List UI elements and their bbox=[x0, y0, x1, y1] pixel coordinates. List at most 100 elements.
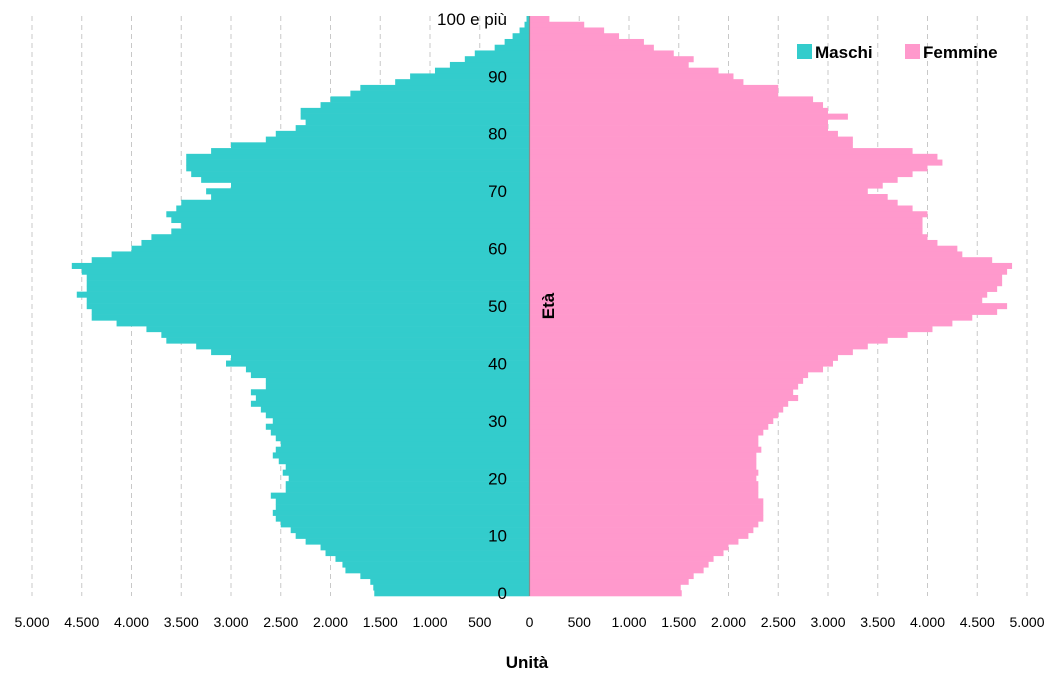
legend-swatch-maschi bbox=[797, 44, 812, 59]
bar-maschi-age-59 bbox=[111, 251, 530, 258]
x-tick-label: 4.000 bbox=[114, 614, 149, 630]
bar-maschi-age-42 bbox=[211, 349, 530, 356]
bar-maschi-age-23 bbox=[278, 458, 530, 465]
x-tick-label: 3.500 bbox=[860, 614, 895, 630]
bar-femmine-age-56 bbox=[529, 268, 1008, 275]
bar-femmine-age-53 bbox=[529, 285, 998, 292]
bar-femmine-age-49 bbox=[529, 308, 998, 315]
bar-femmine-age-85 bbox=[529, 102, 824, 109]
bar-maschi-age-99 bbox=[524, 21, 530, 28]
bar-femmine-age-47 bbox=[529, 320, 953, 327]
bar-femmine-age-58 bbox=[529, 257, 993, 264]
y-tick-label: 80 bbox=[488, 125, 507, 144]
bar-femmine-age-9 bbox=[529, 538, 739, 545]
bar-femmine-age-22 bbox=[529, 463, 757, 470]
bar-maschi-age-84 bbox=[300, 107, 530, 114]
bar-maschi-age-74 bbox=[186, 165, 530, 172]
series-maschi bbox=[71, 16, 530, 597]
bar-femmine-age-2 bbox=[529, 578, 689, 585]
x-tick-label: 2.500 bbox=[761, 614, 796, 630]
bar-maschi-age-19 bbox=[285, 481, 530, 488]
bar-femmine-age-81 bbox=[529, 125, 828, 132]
bar-maschi-age-27 bbox=[275, 435, 530, 442]
bar-femmine-age-37 bbox=[529, 377, 804, 384]
bar-maschi-age-15 bbox=[275, 504, 530, 511]
bar-femmine-age-50 bbox=[529, 303, 1008, 310]
bar-maschi-age-41 bbox=[231, 354, 530, 361]
bar-femmine-age-97 bbox=[529, 33, 620, 40]
bar-femmine-age-100 e più bbox=[529, 16, 550, 23]
bar-maschi-age-58 bbox=[91, 257, 530, 264]
bar-femmine-age-27 bbox=[529, 435, 759, 442]
bar-femmine-age-90 bbox=[529, 73, 734, 80]
bar-maschi-age-13 bbox=[275, 515, 530, 522]
bar-maschi-age-86 bbox=[330, 96, 530, 103]
bar-maschi-age-7 bbox=[325, 550, 530, 557]
bar-maschi-age-62 bbox=[151, 234, 530, 241]
bar-maschi-age-68 bbox=[181, 199, 530, 206]
bar-maschi-age-4 bbox=[345, 567, 530, 574]
bar-maschi-age-80 bbox=[275, 130, 530, 137]
bar-femmine-age-86 bbox=[529, 96, 814, 103]
legend-label-maschi: Maschi bbox=[815, 43, 873, 62]
bar-femmine-age-74 bbox=[529, 165, 928, 172]
bar-femmine-age-72 bbox=[529, 176, 898, 183]
bar-femmine-age-28 bbox=[529, 429, 764, 436]
bar-maschi-age-82 bbox=[305, 119, 530, 126]
bar-femmine-age-69 bbox=[529, 194, 888, 201]
bar-maschi-age-14 bbox=[272, 509, 530, 516]
bar-femmine-age-87 bbox=[529, 90, 779, 97]
bar-femmine-age-80 bbox=[529, 130, 838, 137]
bar-maschi-age-29 bbox=[265, 423, 530, 430]
bar-maschi-age-18 bbox=[285, 486, 530, 493]
x-tick-label: 5.000 bbox=[1009, 614, 1044, 630]
bar-femmine-age-45 bbox=[529, 331, 908, 338]
bar-femmine-age-95 bbox=[529, 44, 654, 51]
bar-femmine-age-15 bbox=[529, 504, 764, 511]
y-tick-label: 20 bbox=[488, 469, 507, 488]
bar-maschi-age-20 bbox=[288, 475, 530, 482]
bar-maschi-age-76 bbox=[186, 153, 530, 160]
x-axis-ticks: 5.000 4.500 4.000 3.500 3.000 2.500 2.000 1.500… bbox=[14, 614, 1044, 630]
bar-femmine-age-1 bbox=[529, 584, 681, 591]
bar-femmine-age-20 bbox=[529, 475, 757, 482]
bar-femmine-age-62 bbox=[529, 234, 928, 241]
y-tick-label: 100 e più bbox=[437, 10, 507, 29]
x-tick-label: 0 bbox=[526, 614, 534, 630]
bar-maschi-age-10 bbox=[295, 532, 530, 539]
bar-maschi-age-54 bbox=[86, 280, 530, 287]
bar-femmine-age-12 bbox=[529, 521, 759, 528]
bar-maschi-age-85 bbox=[320, 102, 530, 109]
x-tick-label: 2.000 bbox=[313, 614, 348, 630]
bar-femmine-age-84 bbox=[529, 107, 828, 114]
bar-femmine-age-91 bbox=[529, 67, 719, 74]
bar-maschi-age-5 bbox=[342, 561, 530, 568]
bar-maschi-age-65 bbox=[171, 216, 530, 224]
bar-maschi-age-1 bbox=[373, 584, 530, 591]
bar-femmine-age-36 bbox=[529, 383, 799, 390]
bar-maschi-age-37 bbox=[265, 377, 530, 384]
bar-femmine-age-26 bbox=[529, 440, 759, 447]
bar-maschi-age-70 bbox=[206, 188, 530, 195]
legend-swatch-femmine bbox=[905, 44, 920, 59]
bar-maschi-age-51 bbox=[86, 297, 530, 304]
bar-femmine-age-18 bbox=[529, 486, 759, 493]
bar-maschi-age-50 bbox=[86, 303, 530, 310]
bar-femmine-age-83 bbox=[529, 113, 848, 120]
bar-maschi-age-64 bbox=[181, 222, 530, 229]
bar-femmine-age-46 bbox=[529, 326, 933, 333]
x-tick-label: 1.000 bbox=[611, 614, 646, 630]
y-tick-label: 60 bbox=[488, 240, 507, 259]
bar-femmine-age-67 bbox=[529, 205, 913, 212]
bar-maschi-age-9 bbox=[305, 538, 530, 545]
bar-maschi-age-94 bbox=[474, 50, 530, 57]
bar-maschi-age-75 bbox=[186, 159, 530, 166]
x-tick-label: 4.500 bbox=[960, 614, 995, 630]
bar-maschi-age-53 bbox=[86, 285, 530, 292]
x-axis-title: Unità bbox=[506, 653, 549, 672]
bar-femmine-age-38 bbox=[529, 372, 809, 379]
y-axis-ticks: 0 10 20 30 40 50 60 70 80 90 100 e più bbox=[437, 10, 507, 603]
x-tick-label: 500 bbox=[468, 614, 492, 630]
bar-maschi-age-33 bbox=[250, 400, 530, 407]
x-tick-label: 1.500 bbox=[661, 614, 696, 630]
